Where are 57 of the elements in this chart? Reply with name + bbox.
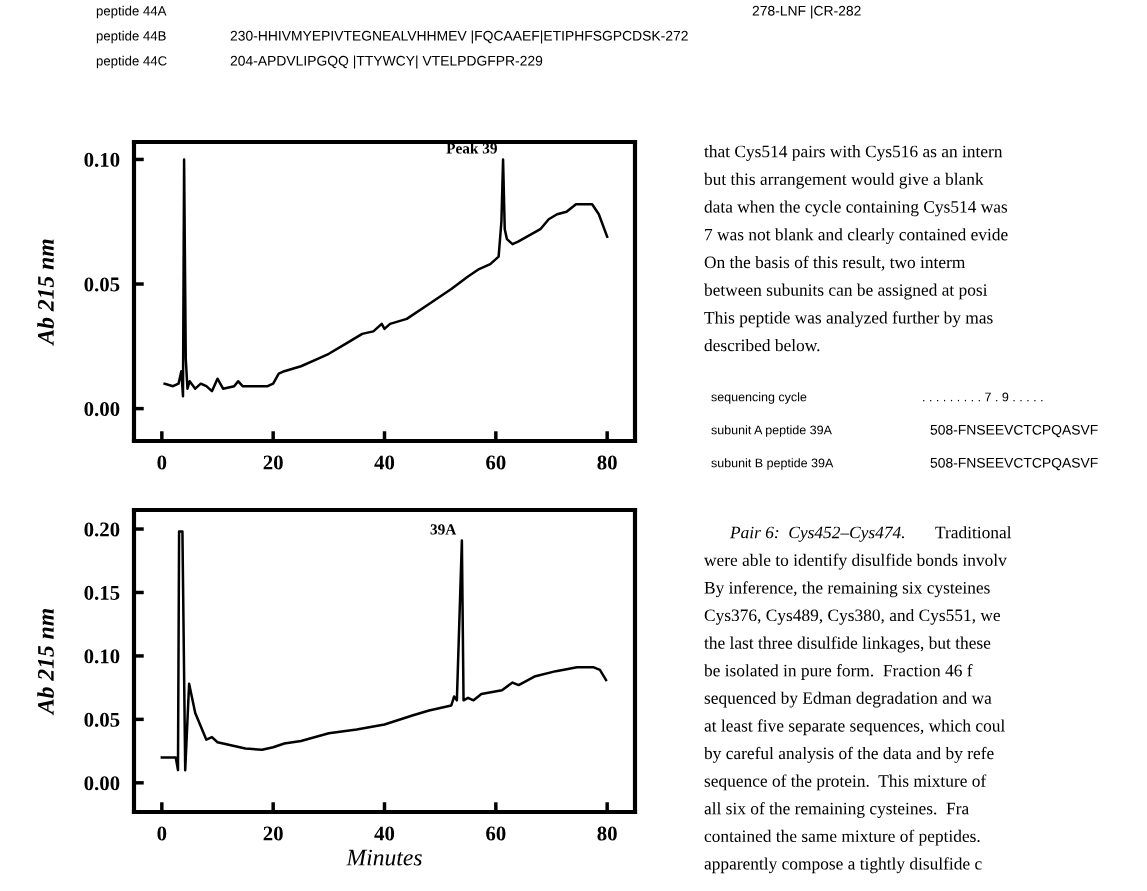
y-tick-label: 0.00	[84, 776, 120, 791]
text: subunit B peptide 39A	[711, 458, 834, 470]
y-tick-label: 0.20	[84, 522, 120, 537]
text: 508-FNSEEVCTCPQASVF	[930, 424, 1098, 438]
text: by careful analysis of the data and by refe	[704, 746, 994, 763]
text: By inference, the remaining six cysteines	[704, 581, 990, 598]
y-tick-label: 0.10	[84, 152, 120, 167]
text: Pair 6: Cys452–Cys474.	[729, 526, 904, 542]
y-tick-label: 0.10	[84, 649, 120, 664]
x-tick-label: 0	[157, 455, 167, 470]
x-axis-title: Minutes	[346, 849, 422, 866]
text: 230-HHIVMYEPIVTEGNEALVHHMEV |FQCAAEF|ETIPHFSGPCDSK-272	[230, 30, 688, 44]
text: peptide 44B	[96, 30, 166, 44]
text: sequence of the protein. This mixture of	[704, 774, 987, 791]
x-tick-label: 60	[486, 455, 506, 470]
text: data when the cycle containing Cys514 was	[704, 200, 1008, 217]
text: This peptide was analyzed further by mas	[704, 311, 993, 328]
y-tick-label: 0.00	[84, 401, 120, 417]
text: subunit A peptide 39A	[711, 425, 832, 437]
text: at least five separate sequences, which coul	[704, 719, 1005, 736]
text: On the basis of this result, two interm	[704, 255, 966, 271]
text: sequenced by Edman degradation and wa	[704, 691, 992, 708]
x-tick-label: 20	[263, 826, 283, 841]
text: peptide 44C	[96, 55, 167, 69]
text: be isolated in pure form. Fraction 46 f	[704, 664, 973, 680]
y-tick-label: 0.15	[84, 585, 120, 600]
x-tick-label: 0	[157, 826, 167, 841]
text: apparently compose a tightly disulfide c	[704, 857, 982, 874]
text: all six of the remaining cysteines. Fra	[704, 802, 969, 818]
text: 508-FNSEEVCTCPQASVF	[930, 457, 1098, 471]
x-tick-label: 20	[263, 455, 283, 470]
text: sequencing cycle	[711, 392, 807, 404]
text: described below.	[704, 339, 820, 352]
line-series	[163, 158, 609, 398]
text: between subunits can be assigned at posi	[704, 283, 988, 300]
text: but this arrangement would give a blank	[704, 172, 984, 189]
text: 278-LNF |CR-282	[752, 5, 861, 19]
text: contained the same mixture of peptides.	[704, 829, 980, 846]
text: the last three disulfide linkages, but these	[704, 636, 991, 653]
y-axis-title: Ab 215 nm	[37, 239, 54, 346]
text: 7 was not blank and clearly contained evide	[705, 228, 1008, 244]
text: peptide 44A	[96, 5, 167, 19]
x-tick-label: 60	[486, 826, 506, 841]
text: Cys376, Cys489, Cys380, and Cys551, we	[704, 608, 1000, 625]
annotation: 39A	[430, 524, 457, 535]
y-tick-label: 0.05	[84, 712, 120, 727]
x-tick-label: 80	[597, 455, 617, 470]
x-tick-label: 40	[374, 826, 395, 841]
text: 204-APDVLIPGQQ |TTYWCY| VTELPDGFPR-229	[230, 55, 543, 69]
x-tick-label: 80	[597, 826, 617, 841]
text: . . . . . . . . . 7 . 9 . . . . .	[923, 392, 1043, 402]
x-tick-label: 40	[374, 455, 395, 470]
text: were able to identify disulfide bonds involv	[704, 553, 1007, 570]
y-axis-title: Ab 215 nm	[37, 608, 54, 716]
text: Traditional	[935, 526, 1012, 539]
y-tick-label: 0.05	[84, 277, 120, 292]
text: that Cys514 pairs with Cys516 as an intern	[704, 145, 1003, 161]
